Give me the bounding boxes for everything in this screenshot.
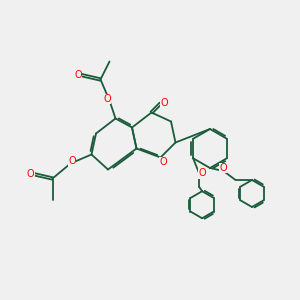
Text: O: O [159,157,167,167]
Text: O: O [74,70,82,80]
Text: O: O [103,94,111,104]
Text: O: O [27,169,34,179]
Text: O: O [219,163,227,173]
Text: O: O [68,156,76,166]
Text: O: O [199,168,206,178]
Text: O: O [160,98,168,109]
